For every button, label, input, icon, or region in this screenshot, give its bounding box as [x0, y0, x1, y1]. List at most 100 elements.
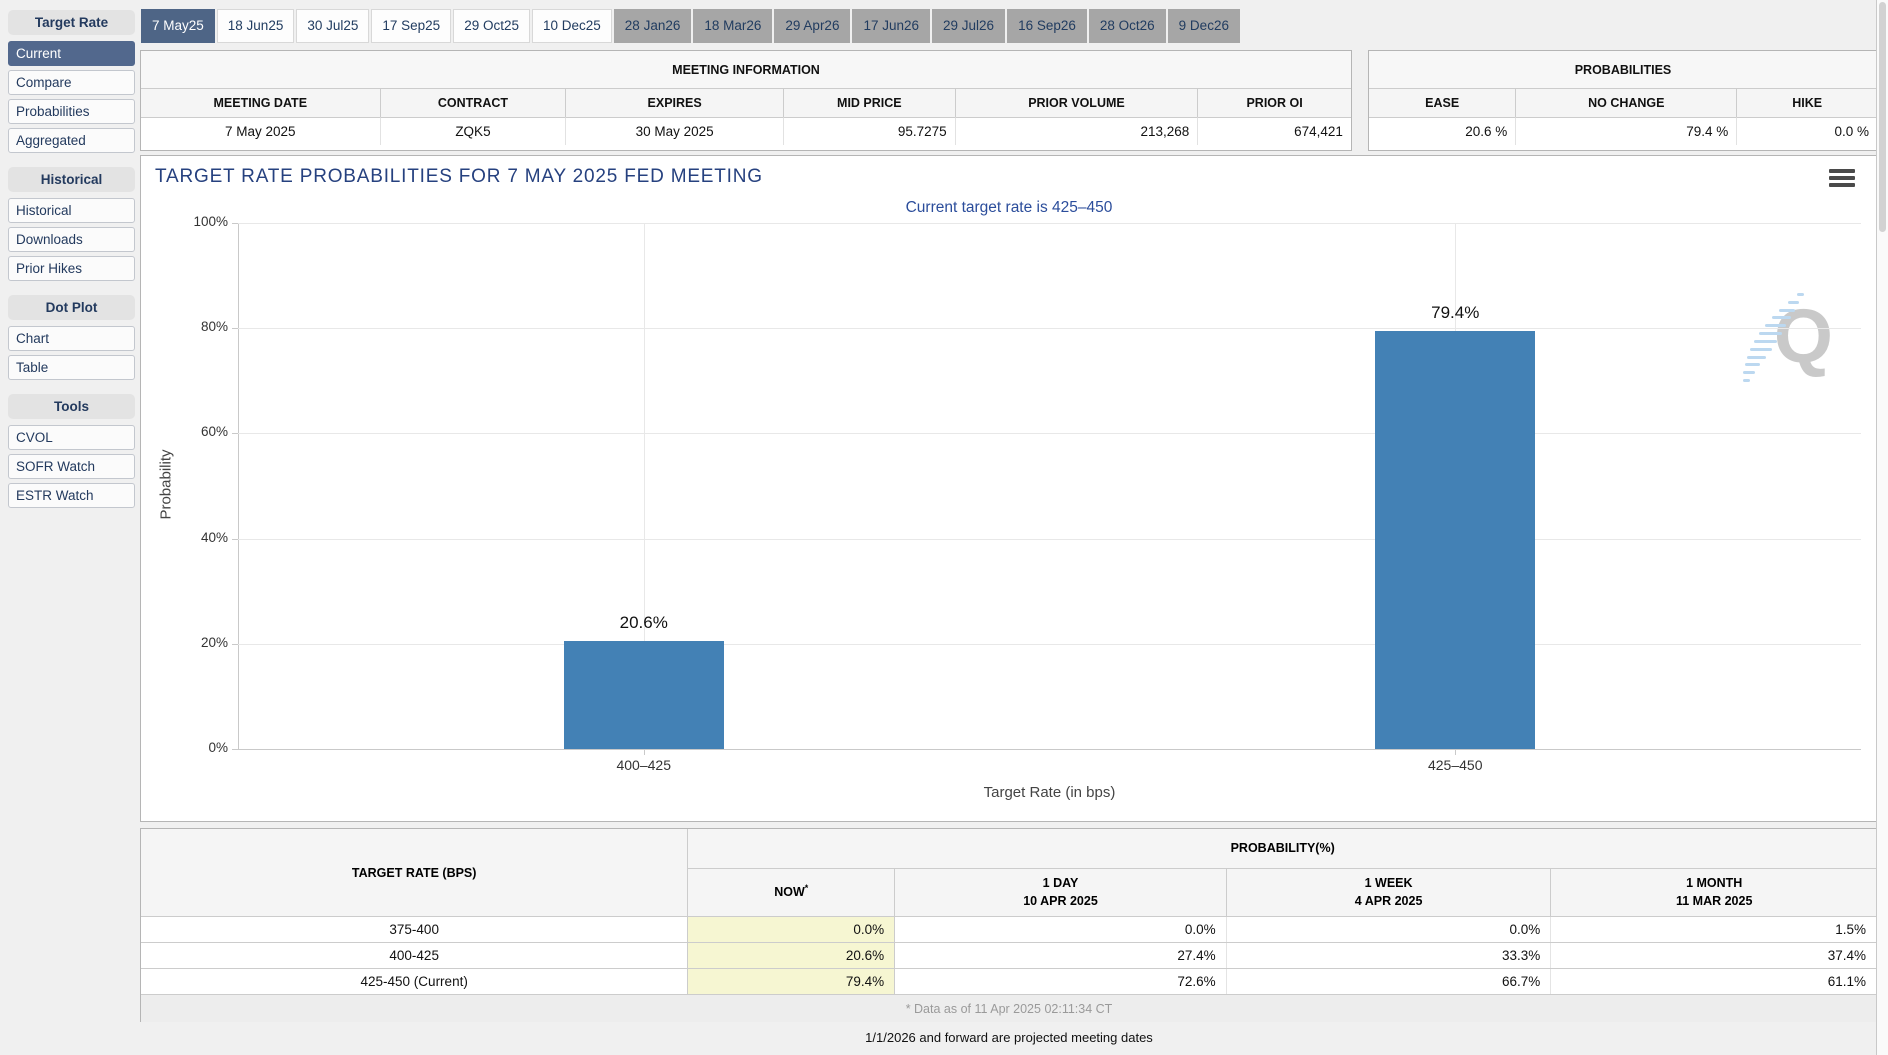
table-row-425-450-current: 425-450 (Current) 79.4% 72.6% 66.7% 61.1%: [141, 969, 1877, 995]
sidebar: Target Rate Current Compare Probabilities Ag…: [8, 10, 135, 512]
y-tick-0: [232, 749, 238, 750]
cell-375-400-2: 0.0%: [895, 917, 1227, 942]
meeting-tab-strip: 7 May25 18 Jun25 30 Jul25 17 Sep25 29 Oct25 1…: [141, 9, 1240, 43]
y-tick-100: [232, 223, 238, 224]
chart-panel: TARGET RATE PROBABILITIES FOR 7 MAY 2025…: [140, 155, 1878, 822]
watermark-dash: [1744, 363, 1761, 367]
tab-9-dec26[interactable]: 9 Dec26: [1167, 9, 1240, 43]
cell-425-450-current-0: 425-450 (Current): [141, 969, 689, 994]
watermark-dash: [1747, 355, 1767, 359]
sidebar-item-probabilities[interactable]: Probabilities: [8, 99, 135, 124]
watermark-dash: [1797, 293, 1804, 296]
hamburger-menu-icon[interactable]: [1829, 169, 1855, 190]
cell-400-425-4: 37.4%: [1551, 943, 1877, 968]
meeting-information-panel: MEETING INFORMATION MEETING DATE CONTRACT…: [140, 50, 1352, 151]
tab-18-mar26[interactable]: 18 Mar26: [693, 9, 773, 43]
column-header-now: NOW*: [688, 868, 896, 916]
tab-29-oct25[interactable]: 29 Oct25: [453, 9, 530, 43]
gridline-40: [238, 538, 1861, 540]
cell-425-450-current-1: 79.4%: [688, 969, 896, 994]
tab-29-apr26[interactable]: 29 Apr26: [774, 9, 851, 43]
probability-header-ease: EASE: [1369, 89, 1517, 117]
meeting-info-value-meeting-date: 7 May 2025: [141, 117, 381, 145]
y-tick-label-20: 20%: [200, 634, 228, 650]
table-row-375-400: 375-400 0.0% 0.0% 0.0% 1.5%: [141, 917, 1877, 943]
tab-29-jul26[interactable]: 29 Jul26: [932, 9, 1006, 43]
probability-table-body: 375-400 0.0% 0.0% 0.0% 1.5% 400-425 20.6% 27.4%…: [141, 917, 1877, 995]
probability-header-hike: HIKE: [1737, 89, 1877, 117]
tab-28-jan26[interactable]: 28 Jan26: [613, 9, 692, 43]
y-tick-label-60: 60%: [200, 424, 228, 440]
tab-28-oct26[interactable]: 28 Oct26: [1088, 9, 1166, 43]
cell-375-400-0: 375-400: [141, 917, 689, 942]
tab-30-jul25[interactable]: 30 Jul25: [296, 9, 370, 43]
sidebar-item-estr-watch[interactable]: ESTR Watch: [8, 483, 135, 508]
sidebar-item-compare[interactable]: Compare: [8, 70, 135, 95]
watermark-dash: [1750, 347, 1772, 351]
sidebar-section-historical: Historical: [8, 167, 135, 192]
gridline-400-425: [643, 223, 645, 749]
cell-425-450-current-3: 66.7%: [1227, 969, 1552, 994]
sidebar-item-downloads[interactable]: Downloads: [8, 227, 135, 252]
y-tick-label-0: 0%: [208, 740, 228, 755]
probability-history-table: TARGET RATE (BPS) PROBABILITY(%) NOW* 1 D…: [140, 828, 1878, 1022]
column-header-1-week: 1 WEEK 4 APR 2025: [1226, 868, 1552, 916]
cell-400-425-1: 20.6%: [688, 943, 896, 968]
cell-375-400-1: 0.0%: [688, 917, 896, 942]
column-header-line1: 1 WEEK: [1364, 875, 1413, 890]
gridline-20: [238, 643, 1861, 645]
cell-425-450-current-2: 72.6%: [895, 969, 1227, 994]
watermark-dash: [1759, 332, 1782, 336]
bar-value-label-425-450: 79.4%: [1431, 303, 1480, 323]
bar-400-425[interactable]: [563, 640, 724, 749]
column-header-1-day: 1 DAY 10 APR 2025: [895, 868, 1227, 916]
scrollbar-thumb[interactable]: [1879, 2, 1886, 232]
tab-7-may25[interactable]: 7 May25: [141, 9, 215, 43]
column-header-line2: 11 MAR 2025: [1675, 894, 1753, 909]
y-axis-title: Probability: [157, 449, 175, 520]
tab-17-jun26[interactable]: 17 Jun26: [852, 9, 931, 43]
sidebar-item-chart[interactable]: Chart: [8, 326, 135, 351]
y-tick-60: [232, 433, 238, 435]
meeting-information-data-row: 7 May 2025 ZQK5 30 May 2025 95.7275 213,268 6…: [141, 117, 1351, 145]
tab-17-sep25[interactable]: 17 Sep25: [371, 9, 452, 43]
meeting-info-header-mid-price: MID PRICE: [783, 89, 956, 117]
sidebar-item-sofr-watch[interactable]: SOFR Watch: [8, 454, 135, 479]
gridline-80: [238, 328, 1861, 330]
sidebar-item-aggregated[interactable]: Aggregated: [8, 128, 135, 153]
probabilities-header-row: EASE NO CHANGE HIKE: [1369, 89, 1877, 117]
sidebar-section-tools: Tools: [8, 394, 135, 419]
vertical-scrollbar[interactable]: [1876, 0, 1888, 1055]
probabilities-data-row: 20.6 % 79.4 % 0.0 %: [1369, 117, 1877, 145]
sidebar-item-prior-hikes[interactable]: Prior Hikes: [8, 256, 135, 281]
sidebar-item-current[interactable]: Current: [8, 41, 135, 66]
watermark-dash: [1779, 308, 1795, 312]
probabilities-panel: PROBABILITIES EASE NO CHANGE HIKE 20.6 % 79…: [1368, 50, 1878, 151]
probability-group-header: PROBABILITY(%): [688, 829, 1877, 869]
meeting-info-header-meeting-date: MEETING DATE: [141, 89, 381, 117]
watermark-dash: [1764, 324, 1787, 328]
bar-chart-plot-area: Q 0% 20% 40% 60% 80% 100% 20.6% 400–425 79.4% 425…: [193, 214, 1861, 773]
cell-425-450-current-4: 61.1%: [1551, 969, 1877, 994]
probability-value-ease: 20.6 %: [1369, 117, 1517, 145]
sidebar-section-dot-plot: Dot Plot: [8, 295, 135, 320]
projected-dates-note: 1/1/2026 and forward are projected meeti…: [865, 1030, 1153, 1045]
watermark-dash: [1743, 371, 1755, 375]
watermark-dash: [1771, 316, 1791, 320]
sidebar-item-historical[interactable]: Historical: [8, 198, 135, 223]
cell-375-400-3: 0.0%: [1227, 917, 1552, 942]
tab-10-dec25[interactable]: 10 Dec25: [532, 9, 612, 43]
bar-425-450[interactable]: [1375, 331, 1536, 749]
x-tick-400-425: [643, 749, 645, 755]
y-tick-label-80: 80%: [200, 319, 228, 335]
sidebar-item-cvol[interactable]: CVOL: [8, 425, 135, 450]
tab-18-jun25[interactable]: 18 Jun25: [216, 9, 295, 43]
sidebar-item-table[interactable]: Table: [8, 355, 135, 380]
probability-value-hike: 0.0 %: [1737, 117, 1877, 145]
watermark-dash: [1743, 379, 1750, 382]
x-tick-label-425-450: 425–450: [1427, 757, 1483, 773]
meeting-info-value-contract: ZQK5: [380, 117, 567, 145]
tab-16-sep26[interactable]: 16 Sep26: [1007, 9, 1087, 43]
column-header-1-month: 1 MONTH 11 MAR 2025: [1551, 868, 1877, 916]
cell-400-425-2: 27.4%: [895, 943, 1227, 968]
